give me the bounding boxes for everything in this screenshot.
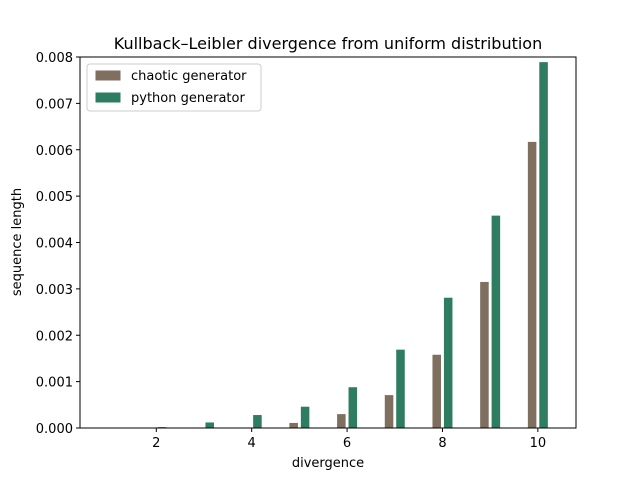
bar-chaotic-8 xyxy=(431,353,443,429)
x-axis-label: divergence xyxy=(292,456,364,471)
bar-python-7 xyxy=(395,348,406,429)
y-tick-label: 0.003 xyxy=(36,283,73,298)
bar-python-9 xyxy=(490,214,502,429)
x-tick-label: 6 xyxy=(343,436,351,451)
bar-chaotic-10 xyxy=(526,140,538,429)
legend-box xyxy=(86,63,262,112)
bar-chaotic-5 xyxy=(288,421,299,429)
legend-swatch-python xyxy=(94,91,122,104)
bars-group xyxy=(156,61,549,429)
bar-python-3 xyxy=(204,421,215,429)
legend-swatch-chaotic xyxy=(94,69,122,82)
y-tick-label: 0.001 xyxy=(36,376,73,391)
bar-python-10 xyxy=(538,61,549,429)
bar-chaotic-9 xyxy=(479,280,490,429)
y-tick-label: 0.004 xyxy=(36,237,73,252)
y-tick-label: 0.005 xyxy=(36,190,73,205)
x-axis: 2 4 6 8 10 xyxy=(152,428,546,451)
bar-chaotic-7 xyxy=(383,394,395,429)
y-axis: 0.000 0.001 0.002 0.003 0.004 0.005 0.006 0.007… xyxy=(36,51,80,437)
plot-frame xyxy=(79,56,577,429)
x-tick-label: 10 xyxy=(530,436,547,451)
x-tick-label: 4 xyxy=(248,436,256,451)
bar-python-4 xyxy=(252,414,263,429)
chart-title: Kullback–Leibler divergence from uniform… xyxy=(114,34,542,53)
bar-python-8 xyxy=(442,296,454,429)
y-axis-label: sequence length xyxy=(10,188,25,296)
bar-chaotic-6 xyxy=(336,413,347,429)
y-tick-label: 0.000 xyxy=(36,422,73,437)
y-tick-label: 0.002 xyxy=(36,329,73,344)
bar-python-6 xyxy=(347,386,359,429)
legend-label-python: python generator xyxy=(131,91,245,106)
x-tick-label: 2 xyxy=(152,436,160,451)
y-tick-label: 0.008 xyxy=(36,51,73,66)
x-tick-label: 8 xyxy=(438,436,446,451)
y-tick-label: 0.006 xyxy=(36,144,73,159)
bar-python-5 xyxy=(299,405,311,429)
legend-label-chaotic: chaotic generator xyxy=(131,69,247,84)
legend: chaotic generator python generator xyxy=(86,63,262,112)
y-tick-label: 0.007 xyxy=(36,97,73,112)
